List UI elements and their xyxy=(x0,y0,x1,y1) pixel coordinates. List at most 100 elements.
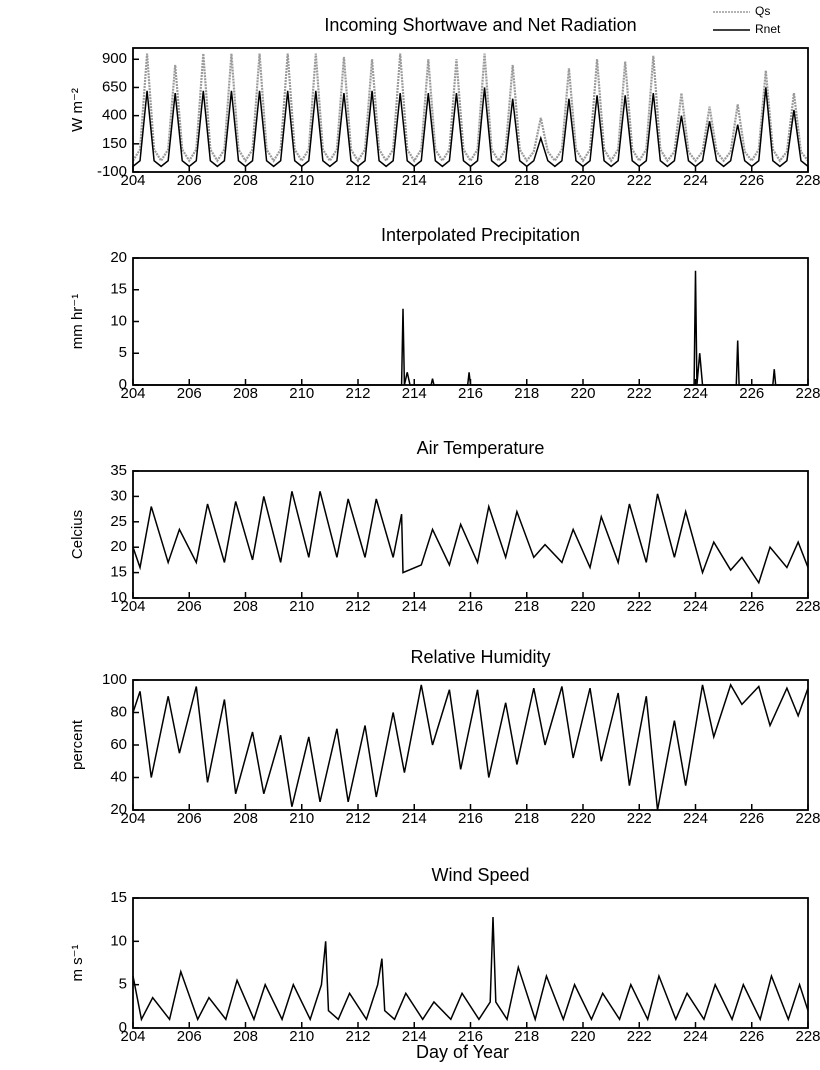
x-tick-label: 222 xyxy=(627,810,652,827)
x-tick-label: 210 xyxy=(289,385,314,402)
y-tick-label: 25 xyxy=(110,513,127,530)
x-tick-label: 216 xyxy=(458,172,483,189)
x-tick-label: 216 xyxy=(458,385,483,402)
y-tick-label: 80 xyxy=(110,703,127,720)
x-tick-label: 210 xyxy=(289,1028,314,1045)
x-tick-label: 206 xyxy=(177,385,202,402)
x-tick-label: 226 xyxy=(739,1028,764,1045)
plot-frame xyxy=(132,679,809,811)
y-tick-label: 20 xyxy=(110,801,127,818)
x-tick-label: 222 xyxy=(627,598,652,615)
x-tick-label: 226 xyxy=(739,598,764,615)
y-tick-label: 40 xyxy=(110,768,127,785)
x-tick-label: 214 xyxy=(402,1028,427,1045)
y-axis-label: mm hr⁻¹ xyxy=(69,294,86,349)
x-tick-label: 210 xyxy=(289,598,314,615)
y-tick-label: 0 xyxy=(119,376,127,393)
x-tick-label: 228 xyxy=(795,810,820,827)
y-tick-label: 150 xyxy=(102,135,127,152)
y-axis-label: percent xyxy=(69,719,86,770)
y-axis-label: Celcius xyxy=(69,510,86,559)
chart-title: Air Temperature xyxy=(417,438,545,458)
x-tick-label: 212 xyxy=(345,598,370,615)
x-tick-label: 214 xyxy=(402,810,427,827)
chart-title: Relative Humidity xyxy=(410,647,550,667)
x-tick-label: 220 xyxy=(570,172,595,189)
x-tick-label: 204 xyxy=(120,598,145,615)
y-tick-label: 35 xyxy=(110,462,127,479)
x-tick-label: 208 xyxy=(233,810,258,827)
y-tick-label: 30 xyxy=(110,487,127,504)
x-tick-label: 216 xyxy=(458,1028,483,1045)
y-tick-label: 60 xyxy=(110,736,127,753)
plot-frame xyxy=(132,47,809,173)
x-tick-label: 228 xyxy=(795,598,820,615)
x-tick-label: 222 xyxy=(627,172,652,189)
y-tick-label: 15 xyxy=(110,889,127,906)
x-tick-label: 224 xyxy=(683,1028,708,1045)
y-tick-label: 5 xyxy=(119,344,127,361)
x-tick-label: 226 xyxy=(739,385,764,402)
chart-title: Wind Speed xyxy=(431,865,529,885)
x-tick-label: 218 xyxy=(514,598,539,615)
x-tick-label: 222 xyxy=(627,385,652,402)
y-tick-label: 15 xyxy=(110,281,127,298)
x-tick-label: 206 xyxy=(177,810,202,827)
y-tick-label: 10 xyxy=(110,932,127,949)
x-tick-label: 204 xyxy=(120,810,145,827)
x-tick-label: 208 xyxy=(233,385,258,402)
y-tick-label: 20 xyxy=(110,538,127,555)
x-tick-label: 212 xyxy=(345,385,370,402)
x-tick-label: 228 xyxy=(795,385,820,402)
data-line xyxy=(132,53,809,163)
x-tick-label: 210 xyxy=(289,172,314,189)
x-tick-label: 204 xyxy=(120,1028,145,1045)
x-tick-label: 218 xyxy=(514,385,539,402)
x-tick-label: 226 xyxy=(739,172,764,189)
x-tick-label: 228 xyxy=(795,1028,820,1045)
x-tick-label: 224 xyxy=(683,385,708,402)
y-tick-label: 100 xyxy=(102,671,127,688)
x-tick-label: 212 xyxy=(345,1028,370,1045)
y-tick-label: 15 xyxy=(110,564,127,581)
x-tick-label: 222 xyxy=(627,1028,652,1045)
y-tick-label: 400 xyxy=(102,107,127,124)
x-tick-label: 220 xyxy=(570,598,595,615)
plot-frame xyxy=(132,470,809,599)
x-tick-label: 206 xyxy=(177,172,202,189)
chart-title: Incoming Shortwave and Net Radiation xyxy=(324,15,636,35)
data-line xyxy=(132,683,809,811)
x-tick-label: 220 xyxy=(570,1028,595,1045)
x-tick-label: 206 xyxy=(177,598,202,615)
x-tick-label: 210 xyxy=(289,810,314,827)
chart-title: Interpolated Precipitation xyxy=(381,225,580,245)
x-tick-label: 224 xyxy=(683,172,708,189)
y-axis-label: m s⁻¹ xyxy=(69,944,86,981)
x-tick-label: 220 xyxy=(570,385,595,402)
x-tick-label: 218 xyxy=(514,810,539,827)
y-tick-label: 10 xyxy=(110,589,127,606)
data-line xyxy=(132,491,809,585)
data-line xyxy=(132,87,809,168)
y-tick-label: 650 xyxy=(102,78,127,95)
x-tick-label: 212 xyxy=(345,172,370,189)
y-tick-label: 10 xyxy=(110,312,127,329)
x-tick-label: 224 xyxy=(683,810,708,827)
x-tick-label: 220 xyxy=(570,810,595,827)
x-tick-label: 208 xyxy=(233,598,258,615)
x-tick-label: 204 xyxy=(120,172,145,189)
x-tick-label: 216 xyxy=(458,598,483,615)
data-line xyxy=(132,917,809,1023)
x-tick-label: 208 xyxy=(233,172,258,189)
legend-label: Rnet xyxy=(755,22,781,36)
x-tick-label: 218 xyxy=(514,172,539,189)
x-axis-label: Day of Year xyxy=(416,1042,509,1062)
y-tick-label: 900 xyxy=(102,50,127,67)
y-tick-label: -100 xyxy=(97,163,127,180)
x-tick-label: 214 xyxy=(402,172,427,189)
y-tick-label: 5 xyxy=(119,976,127,993)
x-tick-label: 214 xyxy=(402,598,427,615)
plot-frame xyxy=(132,897,809,1029)
data-line xyxy=(133,270,808,386)
